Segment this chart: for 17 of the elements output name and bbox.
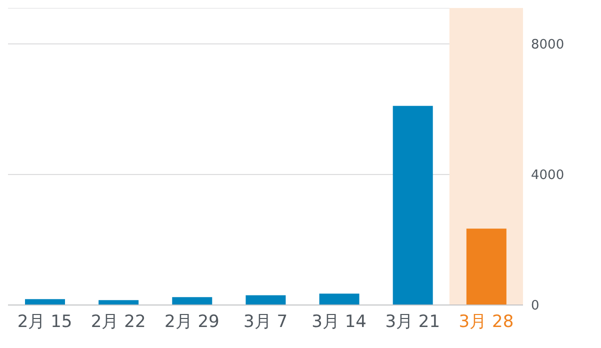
x-tick-label: 2月 22 [90,312,146,332]
x-tick-label: 3月 21 [385,312,440,332]
bar [25,299,65,305]
bar [172,297,212,305]
x-tick-label: 3月 14 [312,312,366,332]
x-tick-label: 2月 15 [17,312,72,332]
x-tick-label: 3月 7 [243,312,288,332]
y-tick-label: 8000 [531,38,564,53]
x-tick-label: 2月 29 [164,312,220,332]
bar [246,295,286,305]
y-tick-label: 4000 [531,168,564,184]
bar [319,294,360,305]
bar [98,300,139,305]
bar [466,228,506,305]
bar [392,106,433,305]
x-tick-label: 3月 28 [458,312,514,332]
y-tick-label: 0 [531,298,540,314]
